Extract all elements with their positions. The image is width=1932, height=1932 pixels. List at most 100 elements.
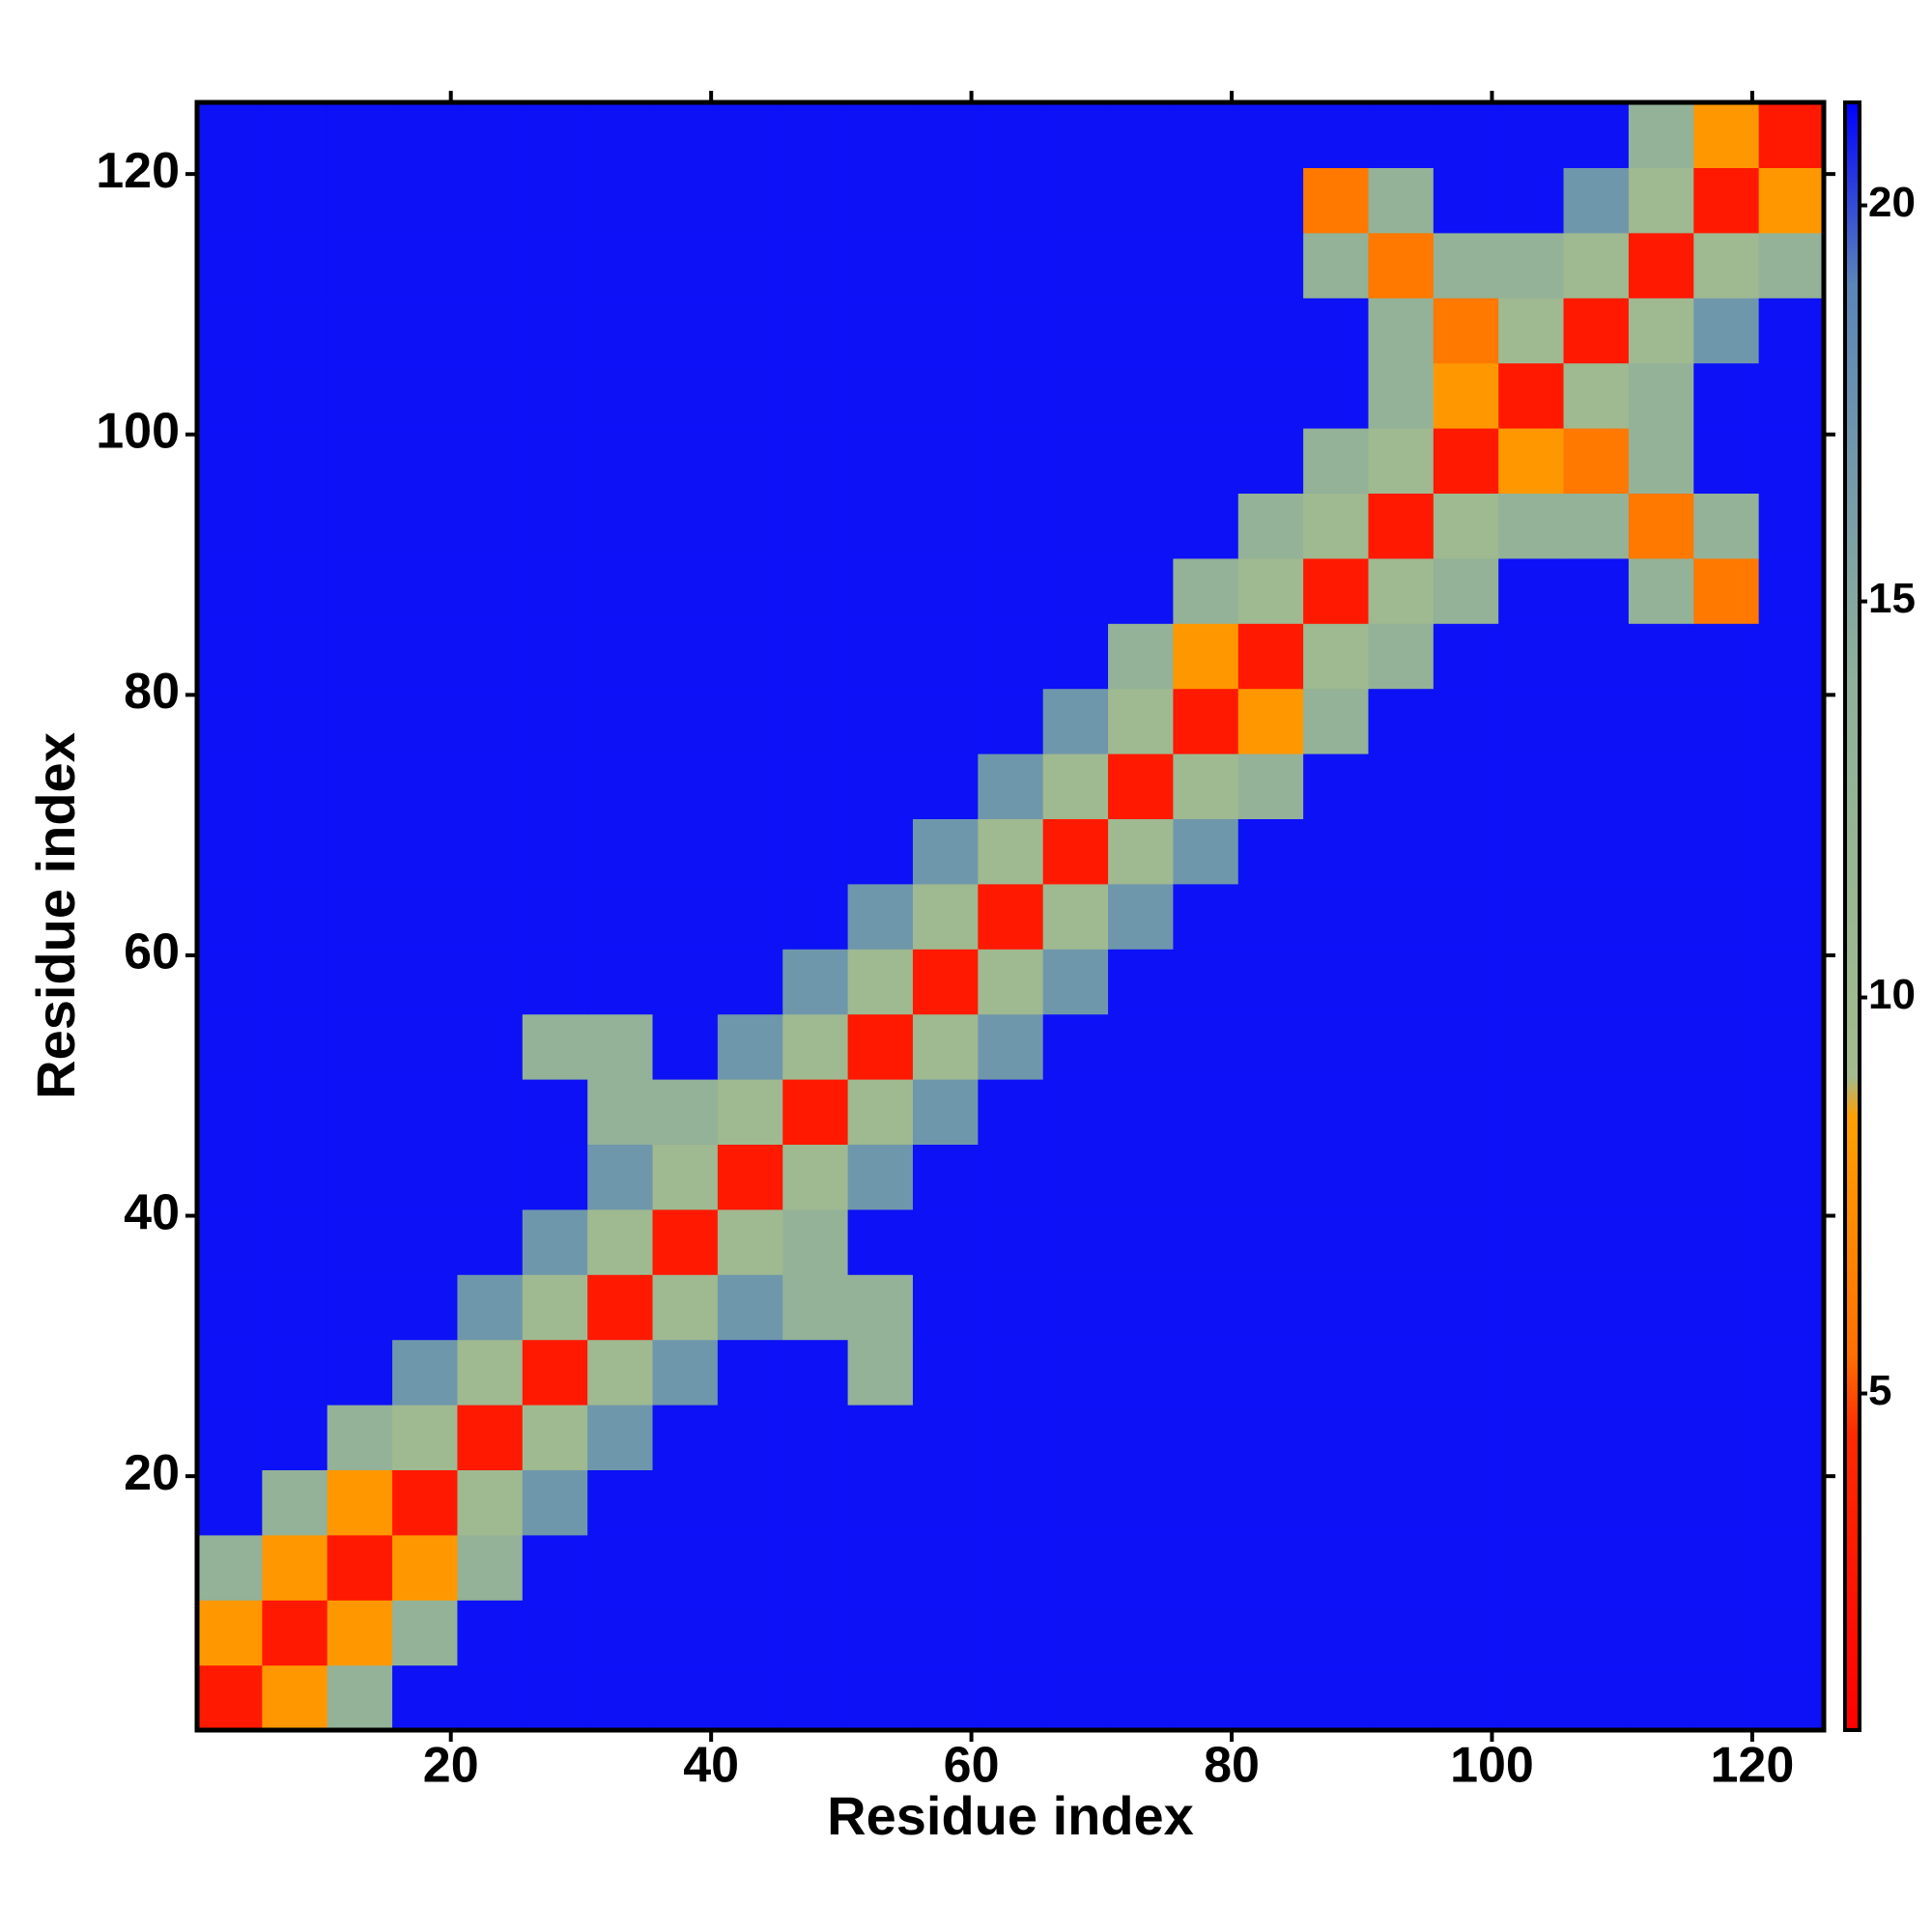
heatmap-cell — [717, 557, 783, 624]
heatmap-cell — [1042, 1664, 1109, 1731]
heatmap-cell — [392, 688, 459, 754]
heatmap-cell — [847, 1208, 914, 1275]
heatmap-cell — [327, 1339, 393, 1406]
heatmap-cell — [1628, 1013, 1694, 1080]
heatmap-cell — [1108, 1664, 1174, 1731]
heatmap-cell — [782, 818, 849, 885]
heatmap-cell — [717, 1339, 783, 1406]
heatmap-cell — [1237, 1664, 1304, 1731]
heatmap-cell — [1433, 1274, 1499, 1341]
heatmap-cell — [1108, 1339, 1174, 1406]
heatmap-cell — [327, 753, 393, 819]
heatmap-cell — [1563, 362, 1630, 429]
heatmap-cell — [587, 362, 654, 429]
heatmap-cell — [782, 1664, 849, 1731]
heatmap-cell — [1758, 753, 1825, 819]
colorbar-tick-label: 10 — [1868, 971, 1916, 1018]
heatmap-cell — [262, 818, 328, 885]
heatmap-cell — [1108, 1079, 1174, 1145]
heatmap-cell — [327, 949, 393, 1015]
heatmap-cell — [1042, 1013, 1109, 1080]
heatmap-cell — [1758, 1208, 1825, 1275]
heatmap-cell — [522, 1208, 588, 1275]
heatmap-cell — [1628, 818, 1694, 885]
heatmap-cell — [1042, 1469, 1109, 1536]
heatmap-cell — [522, 232, 588, 298]
heatmap-cell — [587, 1339, 654, 1406]
heatmap-cell — [782, 167, 849, 234]
heatmap-cell — [652, 362, 719, 429]
heatmap-cell — [1628, 1405, 1694, 1470]
heatmap-cell — [197, 167, 263, 234]
heatmap-cell — [847, 688, 914, 754]
heatmap-cell — [392, 1405, 459, 1470]
heatmap-cell — [1042, 362, 1109, 429]
heatmap-cell — [1303, 298, 1370, 364]
heatmap-cell — [1758, 883, 1825, 950]
heatmap-cell — [327, 102, 393, 168]
heatmap-cell — [327, 428, 393, 494]
heatmap-cell — [978, 623, 1044, 690]
heatmap-cell — [1563, 1079, 1630, 1145]
heatmap-cell — [1628, 688, 1694, 754]
heatmap-cell — [1237, 883, 1304, 950]
heatmap-cell — [717, 1469, 783, 1536]
heatmap-cell — [1628, 428, 1694, 494]
heatmap-cell — [1042, 623, 1109, 690]
x-tick-label: 60 — [944, 1738, 1000, 1794]
heatmap-cell — [978, 428, 1044, 494]
heatmap-cell — [717, 167, 783, 234]
heatmap-cell — [1042, 949, 1109, 1015]
heatmap-cell — [1108, 1144, 1174, 1210]
heatmap-cell — [1237, 493, 1304, 559]
heatmap-cell — [978, 362, 1044, 429]
heatmap-cell — [1368, 232, 1435, 298]
heatmap-cell — [847, 1144, 914, 1210]
heatmap-cell — [782, 688, 849, 754]
heatmap-cell — [457, 232, 524, 298]
heatmap-cell — [1498, 818, 1565, 885]
heatmap-cell — [522, 298, 588, 364]
heatmap-cell — [1758, 688, 1825, 754]
heatmap-cell — [912, 818, 979, 885]
heatmap-cell — [457, 818, 524, 885]
y-tick-label: 20 — [124, 1445, 180, 1501]
heatmap-cell — [197, 1664, 263, 1731]
heatmap-cell — [1693, 1208, 1760, 1275]
heatmap-cell — [1758, 949, 1825, 1015]
heatmap-cell — [1693, 753, 1760, 819]
heatmap-cell — [652, 1664, 719, 1731]
heatmap-cell — [1108, 557, 1174, 624]
heatmap-cell — [1173, 753, 1239, 819]
heatmap-cell — [262, 1469, 328, 1536]
heatmap-cell — [1563, 102, 1630, 168]
heatmap-cell — [1498, 1339, 1565, 1406]
heatmap-cell — [262, 167, 328, 234]
heatmap-cell — [522, 1405, 588, 1470]
heatmap-cell — [1693, 232, 1760, 298]
heatmap-cell — [522, 753, 588, 819]
heatmap-cell — [847, 1013, 914, 1080]
heatmap-cell — [978, 298, 1044, 364]
heatmap-cell — [197, 818, 263, 885]
heatmap-cell — [847, 1079, 914, 1145]
heatmap-cell — [457, 557, 524, 624]
heatmap-cell — [1628, 1274, 1694, 1341]
heatmap-cell — [457, 362, 524, 429]
heatmap-cell — [1498, 883, 1565, 950]
heatmap-cell — [1498, 1274, 1565, 1341]
colorbar — [1843, 100, 1861, 1732]
heatmap-cell — [197, 949, 263, 1015]
heatmap-cell — [1042, 1274, 1109, 1341]
heatmap-cell — [327, 818, 393, 885]
heatmap-cell — [1693, 1469, 1760, 1536]
heatmap-cell — [327, 1469, 393, 1536]
heatmap-cell — [782, 102, 849, 168]
heatmap-cell — [327, 1144, 393, 1210]
heatmap-cell — [1108, 883, 1174, 950]
heatmap-cell — [1042, 1534, 1109, 1601]
heatmap-cell — [1693, 1664, 1760, 1731]
heatmap-cell — [912, 1339, 979, 1406]
heatmap-cell — [1758, 1664, 1825, 1731]
